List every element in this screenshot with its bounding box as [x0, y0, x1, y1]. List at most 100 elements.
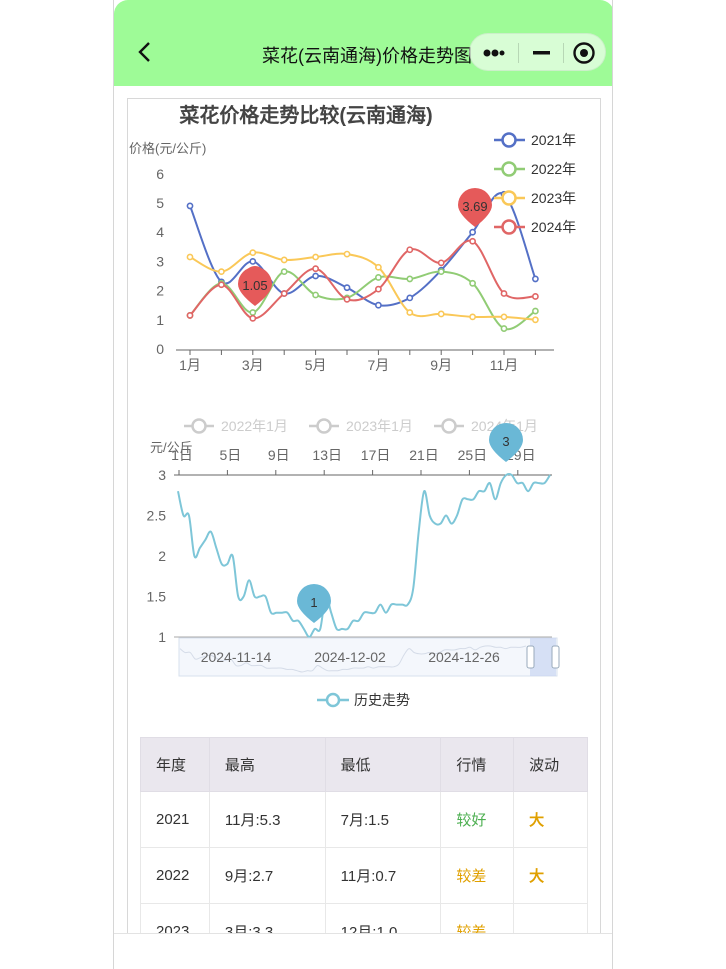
y-tick-label: 0	[156, 341, 164, 357]
data-point	[437, 259, 445, 267]
legend-item[interactable]: 2023年	[494, 190, 576, 206]
y-tick-label: 1	[156, 312, 164, 328]
table-row: 2021 11月:5.3 7月:1.5 较好 大	[140, 791, 588, 848]
data-point	[343, 250, 351, 258]
slider-date-label: 2024-12-26	[428, 649, 500, 665]
x-tick-label: 1月	[179, 357, 201, 373]
header-year: 年度	[140, 737, 210, 792]
legend-item-faded[interactable]: 2023年1月	[309, 418, 413, 434]
table-header-row: 年度 最高 最低 行情 波动	[140, 737, 588, 792]
x-tick-label: 5日	[220, 447, 242, 463]
data-point	[343, 284, 351, 292]
data-point	[249, 249, 257, 257]
data-point	[186, 312, 194, 319]
year-comparison-chart: 菜花价格走势比较(云南通海) 价格(元/公斤) 0 1 2 3 4 5 6 1月 3月 5月 7月…	[129, 103, 576, 373]
data-point	[218, 281, 225, 289]
legend-item-faded[interactable]: 2022年1月	[184, 418, 288, 434]
data-point	[469, 313, 476, 321]
more-dots-icon[interactable]	[470, 34, 518, 72]
data-zoom-slider[interactable]	[178, 637, 558, 677]
data-point	[249, 257, 257, 265]
data-point	[469, 237, 476, 245]
svg-text:2024年: 2024年	[531, 219, 576, 235]
data-point	[374, 274, 382, 281]
slider-handle-left[interactable]	[526, 645, 535, 669]
data-point	[280, 256, 288, 264]
svg-text:2023年: 2023年	[531, 190, 576, 206]
svg-text:2021年: 2021年	[531, 132, 576, 148]
y-tick-label: 5	[156, 195, 164, 211]
data-point	[500, 290, 508, 297]
back-arrow-icon[interactable]	[134, 40, 158, 64]
chart-title: 菜花价格走势比较(云南通海)	[178, 103, 432, 127]
y-axis-label: 价格(元/公斤)	[129, 141, 206, 156]
data-point	[469, 228, 476, 236]
bottom-safe-area	[114, 933, 612, 969]
legend-item-faded[interactable]: 2024年1月	[434, 418, 538, 434]
svg-text:1: 1	[310, 595, 317, 610]
x-tick-label: 7月	[368, 357, 390, 373]
min-pin-marker: 1	[297, 584, 331, 623]
data-point	[312, 265, 319, 273]
svg-text:历史走势: 历史走势	[354, 692, 410, 708]
data-point	[500, 313, 508, 321]
y-tick-label: 2.5	[147, 508, 167, 524]
slider-preview-line	[179, 645, 527, 673]
y-axis-label: 元/公斤	[150, 440, 193, 455]
data-point	[531, 275, 539, 283]
y-tick-label: 4	[156, 224, 164, 240]
legend-item[interactable]: 2024年	[494, 219, 576, 235]
data-point	[312, 253, 319, 261]
data-point	[374, 301, 382, 309]
data-point	[406, 275, 414, 283]
y-tick-label: 1	[158, 629, 166, 645]
data-point	[437, 268, 445, 276]
history-line	[177, 472, 551, 639]
header-market: 行情	[440, 737, 515, 792]
y-tick-label: 1.5	[147, 589, 167, 605]
data-point	[280, 290, 288, 297]
header-volatility: 波动	[513, 737, 588, 792]
slider-handle-right[interactable]	[551, 645, 560, 669]
legend-item[interactable]: 2021年	[494, 132, 576, 148]
x-tick-label: 21日	[409, 447, 439, 463]
x-tick-label: 9月	[430, 357, 452, 373]
data-point	[374, 263, 382, 271]
data-point	[437, 310, 445, 318]
data-point	[186, 253, 194, 261]
data-point	[406, 309, 414, 316]
capsule-divider	[563, 43, 564, 63]
data-point	[531, 316, 539, 324]
svg-text:2022年: 2022年	[531, 161, 576, 177]
svg-text:3: 3	[502, 434, 509, 449]
svg-text:2022年1月: 2022年1月	[221, 418, 288, 434]
data-point	[343, 295, 351, 303]
miniprogram-capsule	[469, 33, 606, 71]
data-point	[531, 293, 539, 300]
data-point	[218, 268, 225, 276]
svg-text:2023年1月: 2023年1月	[346, 418, 413, 434]
data-point	[500, 325, 508, 332]
y-tick-label: 3	[156, 253, 164, 269]
x-tick-label: 13日	[312, 447, 342, 463]
min-pin-marker: 1.05	[238, 266, 272, 306]
header-min: 最低	[324, 737, 442, 792]
svg-text:3.69: 3.69	[462, 199, 487, 214]
y-tick-label: 6	[156, 166, 164, 182]
legend-item[interactable]: 2022年	[494, 161, 576, 177]
data-point	[312, 272, 319, 280]
page-title: 菜花(云南通海)价格走势图	[262, 46, 472, 66]
slider-date-label: 2024-11-14	[201, 649, 272, 665]
capsule-divider	[518, 43, 519, 63]
data-point	[249, 309, 257, 316]
data-point	[374, 285, 382, 293]
x-tick-label: 25日	[458, 447, 488, 463]
max-pin-marker: 3.69	[458, 188, 492, 227]
svg-text:1.05: 1.05	[242, 278, 267, 293]
history-legend[interactable]: 历史走势	[317, 692, 410, 708]
close-target-icon[interactable]	[564, 34, 607, 72]
data-point	[249, 314, 257, 322]
slider-date-label: 2024-12-02	[314, 649, 386, 665]
minimize-icon[interactable]	[519, 34, 563, 72]
